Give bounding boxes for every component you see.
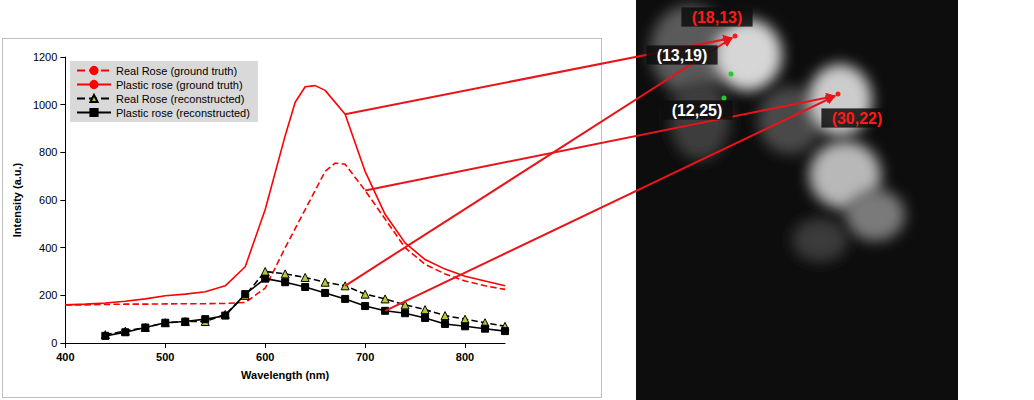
svg-text:(13,19): (13,19): [657, 47, 708, 64]
svg-text:800: 800: [456, 351, 474, 363]
svg-text:(30,22): (30,22): [832, 110, 883, 127]
svg-text:Plastic rose (ground truth): Plastic rose (ground truth): [116, 79, 243, 91]
svg-text:Intensity (a.u.): Intensity (a.u.): [11, 162, 23, 237]
svg-text:1200: 1200: [33, 51, 57, 63]
svg-text:200: 200: [39, 289, 57, 301]
svg-text:800: 800: [39, 146, 57, 158]
svg-text:400: 400: [39, 242, 57, 254]
svg-text:700: 700: [356, 351, 374, 363]
svg-text:(12,25): (12,25): [672, 102, 723, 119]
svg-text:600: 600: [39, 194, 57, 206]
svg-text:Wavelength (nm): Wavelength (nm): [241, 369, 330, 381]
svg-text:Real Rose (reconstructed): Real Rose (reconstructed): [116, 93, 244, 105]
svg-text:600: 600: [256, 351, 274, 363]
svg-text:(18,13): (18,13): [692, 9, 743, 26]
svg-text:Real Rose (ground truth): Real Rose (ground truth): [116, 65, 237, 77]
svg-text:400: 400: [56, 351, 74, 363]
svg-text:0: 0: [51, 337, 57, 349]
svg-text:Plastic rose (reconstructed): Plastic rose (reconstructed): [116, 107, 250, 119]
svg-text:500: 500: [156, 351, 174, 363]
svg-text:1000: 1000: [33, 99, 57, 111]
